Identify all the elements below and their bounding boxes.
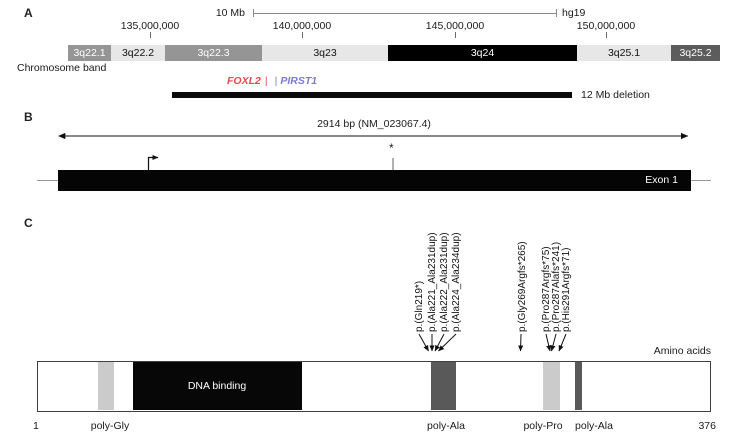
scale-bar-line xyxy=(253,13,556,14)
gene-annotations: FOXL2 | | PIRST1 xyxy=(227,75,317,87)
deletion-bar xyxy=(172,92,572,98)
mutation-label: p.(His291Argfs*71) xyxy=(560,247,572,332)
mutation-arrow xyxy=(550,333,557,352)
amino-acids-axis-label: Amino acids xyxy=(653,345,711,357)
transcript-size-label: 2914 bp (NM_023067.4) xyxy=(317,118,431,130)
panel-a-label: A xyxy=(24,6,33,20)
band-segment: 3q24 xyxy=(388,45,577,61)
band-segment: 3q22.2 xyxy=(111,45,165,61)
mutation-arrow xyxy=(438,333,457,352)
band-segment: 3q22.1 xyxy=(68,45,111,61)
poly-ala-1-label: poly-Ala xyxy=(427,420,465,432)
assembly-label: hg19 xyxy=(562,7,586,19)
deletion-label: 12 Mb deletion xyxy=(581,89,650,101)
coordinate-label: 140,000,000 xyxy=(272,20,332,32)
chromosome-band-bar: 3q22.1 3q22.2 3q22.3 3q23 3q24 3q25.1 3q… xyxy=(68,45,720,61)
mutation-arrow xyxy=(545,333,552,352)
exon-label: Exon 1 xyxy=(645,174,678,186)
band-segment: 3q25.2 xyxy=(671,45,720,61)
mutation-arrow xyxy=(434,333,445,352)
panel-c-label: C xyxy=(24,216,33,230)
coordinate-tick xyxy=(605,32,607,38)
coordinate-label: 145,000,000 xyxy=(425,20,485,32)
coordinate-tick xyxy=(149,32,151,38)
poly-pro-label: poly-Pro xyxy=(523,420,563,432)
upstream-flank-line xyxy=(37,179,58,181)
poly-ala-1-domain xyxy=(430,362,456,410)
protein-bar: DNA binding xyxy=(37,361,711,412)
mutation-label: p.(Gln219*) xyxy=(413,280,425,332)
poly-gly-domain xyxy=(97,362,114,410)
protein-end-label: 376 xyxy=(698,420,716,432)
exon-box: Exon 1 xyxy=(58,170,691,191)
downstream-flank-line xyxy=(691,179,711,181)
poly-gly-label: poly-Gly xyxy=(90,420,130,432)
poly-pro-domain xyxy=(542,362,560,410)
scale-bar-right-tick xyxy=(555,9,557,17)
gene-foxl2-position-tick: | xyxy=(264,75,268,87)
gene-pirst1-position-tick: | xyxy=(274,75,278,87)
mutation-label: p.(Ala224_Ala234dup) xyxy=(450,232,462,332)
poly-ala-2-label: poly-Ala xyxy=(575,420,613,432)
mutation-label: p.(Pro287Alafs*241) xyxy=(550,241,562,332)
band-segment: 3q23 xyxy=(262,45,388,61)
coordinate-tick xyxy=(454,32,456,38)
scale-bar-label: 10 Mb xyxy=(215,7,245,19)
band-segment: 3q25.1 xyxy=(577,45,671,61)
chromosome-band-axis-label: Chromosome band xyxy=(17,62,107,74)
dna-binding-domain: DNA binding xyxy=(132,362,302,410)
mutation-label: p.(Ala222_Ala231dup) xyxy=(438,232,450,332)
coordinate-label: 135,000,000 xyxy=(120,20,180,32)
gene-pirst1-label: PIRST1 xyxy=(280,75,318,87)
mutation-label: p.(Gly269Argfs*265) xyxy=(516,241,528,332)
mutation-label: p.(Pro287Argfs*75) xyxy=(540,246,552,332)
panel-b-label: B xyxy=(24,110,33,124)
variant-asterisk: * xyxy=(389,141,394,155)
mutation-arrow xyxy=(558,333,567,352)
coordinate-tick xyxy=(301,32,303,38)
mutation-label: p.(Ala221_Ala231dup) xyxy=(426,232,438,332)
band-segment: 3q22.3 xyxy=(165,45,262,61)
scale-bar-left-tick xyxy=(252,9,254,17)
protein-start-label: 1 xyxy=(33,420,39,432)
poly-ala-2-domain xyxy=(574,362,582,410)
coordinate-label: 150,000,000 xyxy=(576,20,636,32)
mutation-arrow xyxy=(418,333,429,352)
gene-foxl2-label: FOXL2 xyxy=(227,75,261,87)
transcription-start-arrow xyxy=(147,154,159,170)
mutation-arrow xyxy=(518,333,524,352)
